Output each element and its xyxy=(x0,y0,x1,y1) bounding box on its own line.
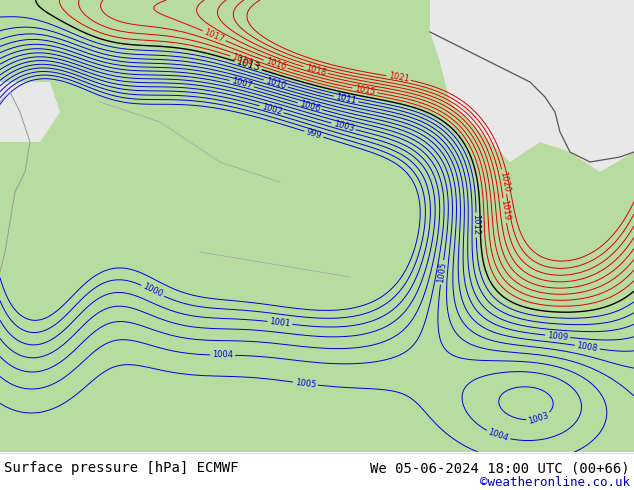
Text: 1008: 1008 xyxy=(576,341,598,353)
Text: 1020: 1020 xyxy=(498,171,511,193)
Text: 1014: 1014 xyxy=(231,52,254,68)
Text: 1018: 1018 xyxy=(304,63,327,77)
Text: 1003: 1003 xyxy=(332,120,355,134)
Text: 1009: 1009 xyxy=(547,331,569,342)
Text: 1006: 1006 xyxy=(298,99,321,113)
Text: 1004: 1004 xyxy=(212,350,233,360)
Polygon shape xyxy=(0,82,60,142)
Text: 1002: 1002 xyxy=(260,102,283,117)
Text: 1004: 1004 xyxy=(487,428,510,443)
Text: 1007: 1007 xyxy=(230,76,253,91)
Text: 1010: 1010 xyxy=(264,76,287,91)
Text: 1011: 1011 xyxy=(335,93,357,106)
Text: 1000: 1000 xyxy=(141,282,164,299)
Text: 1015: 1015 xyxy=(354,84,376,97)
Text: We 05-06-2024 18:00 UTC (00+66): We 05-06-2024 18:00 UTC (00+66) xyxy=(370,461,630,475)
Text: 999: 999 xyxy=(305,127,323,141)
Text: 1016: 1016 xyxy=(264,57,287,72)
Text: Surface pressure [hPa] ECMWF: Surface pressure [hPa] ECMWF xyxy=(4,461,238,475)
Text: 1019: 1019 xyxy=(499,199,510,221)
Text: 1021: 1021 xyxy=(387,72,410,84)
Text: 1017: 1017 xyxy=(203,27,226,44)
Text: 1005: 1005 xyxy=(436,262,448,283)
Text: 1003: 1003 xyxy=(527,411,550,426)
Text: 1001: 1001 xyxy=(269,317,291,328)
Text: 1012: 1012 xyxy=(472,215,481,236)
Text: ©weatheronline.co.uk: ©weatheronline.co.uk xyxy=(480,475,630,489)
Text: 1005: 1005 xyxy=(294,378,316,390)
Text: 1013: 1013 xyxy=(235,57,261,74)
Polygon shape xyxy=(430,0,634,172)
